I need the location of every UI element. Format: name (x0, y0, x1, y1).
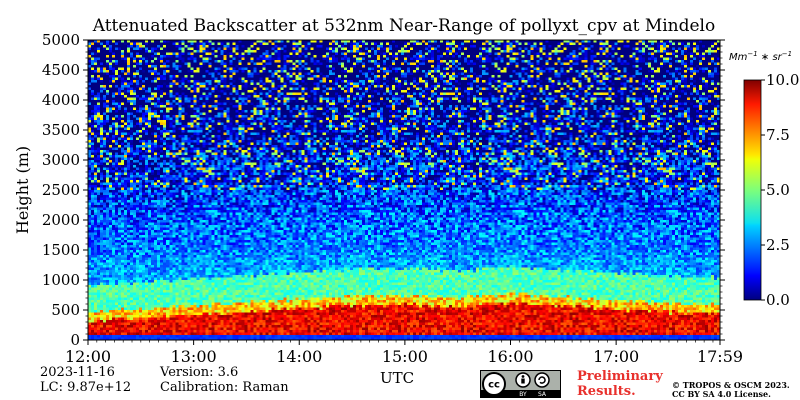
chart-title: Attenuated Backscatter at 532nm Near-Ran… (92, 16, 716, 36)
colorbar-tick-label: 2.5 (766, 236, 790, 254)
y-tick-label: 4000 (42, 91, 80, 109)
y-tick-label: 3500 (42, 121, 80, 139)
y-tick-label: 0 (70, 331, 80, 349)
heatmap-image (88, 40, 720, 340)
colorbar-tick-label: 10.0 (766, 71, 799, 89)
x-tick-label: 12:00 (65, 347, 111, 366)
x-tick-label: 17:59 (697, 347, 743, 366)
y-tick-label: 3000 (42, 151, 80, 169)
sa-icon (534, 372, 550, 388)
y-tick-label: 1000 (42, 271, 80, 289)
y-axis: 0 500 1000 1500 2000 2500 3000 3500 4000 4500 5000 (42, 31, 725, 349)
y-tick-label: 500 (51, 301, 80, 319)
x-tick-label: 16:00 (487, 347, 533, 366)
x-axis-label: UTC (380, 369, 415, 387)
copyright-line-2: CC BY SA 4.0 License. (672, 389, 771, 399)
backscatter-heatmap (88, 40, 720, 340)
date-label: 2023-11-16 (40, 365, 115, 380)
sa-text: SA (538, 391, 547, 398)
x-tick-label: 17:00 (593, 347, 639, 366)
preliminary-line-1: Preliminary (577, 369, 663, 384)
colorbar-tick-label: 7.5 (766, 126, 790, 144)
lc-label: LC: 9.87e+12 (40, 380, 132, 395)
meta-middle: Version: 3.6 Calibration: Raman (160, 365, 289, 395)
calibration-label: Calibration: Raman (160, 380, 289, 395)
y-tick-label: 2500 (42, 181, 80, 199)
x-axis: 12:00 13:00 14:00 15:00 16:00 17:00 17:59 (65, 340, 743, 366)
y-tick-label: 1500 (42, 241, 80, 259)
preliminary-note: Preliminary Results. (577, 369, 663, 399)
version-label: Version: 3.6 (160, 365, 239, 380)
x-tick-label: 13:00 (171, 347, 217, 366)
y-axis-label: Height (m) (13, 146, 32, 234)
by-text: BY (519, 391, 527, 398)
cc-text: cc (488, 380, 500, 391)
y-tick-label: 5000 (42, 31, 80, 49)
cc-by-sa-badge: cc BY SA (480, 370, 561, 398)
meta-left: 2023-11-16 LC: 9.87e+12 (40, 365, 131, 395)
preliminary-line-2: Results. (577, 384, 636, 399)
colorbar-tick-label: 5.0 (766, 181, 790, 199)
y-tick-label: 4500 (42, 61, 80, 79)
colorbar-gradient (743, 79, 762, 301)
cc-icon (482, 372, 506, 396)
x-tick-label: 14:00 (276, 347, 322, 366)
x-tick-label: 15:00 (382, 347, 428, 366)
colorbar: 0.0 2.5 5.0 7.5 10.0 (743, 71, 799, 309)
y-tick-label: 2000 (42, 211, 80, 229)
colorbar-unit: Mm−1 ∗ sr−1 (729, 50, 792, 63)
copyright-line-1: © TROPOS & OSCM 2023. (672, 380, 790, 390)
colorbar-tick-label: 0.0 (766, 291, 790, 309)
copyright-note: © TROPOS & OSCM 2023. CC BY SA 4.0 Licen… (672, 381, 790, 399)
